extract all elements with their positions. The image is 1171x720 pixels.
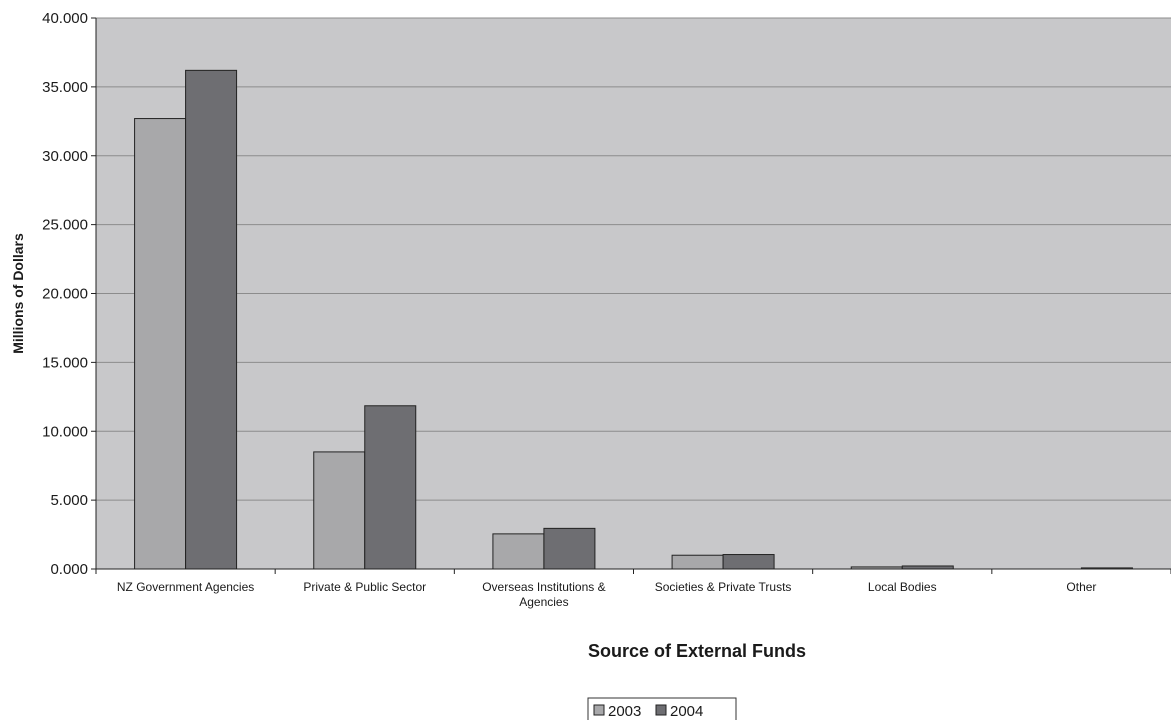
x-category-label: Other <box>1066 580 1096 594</box>
bar-2003-2 <box>492 533 545 570</box>
bar-2003-1 <box>313 451 366 570</box>
legend: 2003 2004 <box>587 697 737 720</box>
y-tick-label: 40.000 <box>42 10 88 27</box>
bar-2004-3 <box>722 554 775 570</box>
y-axis-title: Millions of Dollars <box>10 233 26 354</box>
y-tick-label: 10.000 <box>42 423 88 440</box>
x-category-label: Overseas Institutions & Agencies <box>482 580 605 609</box>
bar-2004-2 <box>543 527 596 570</box>
bars <box>134 69 1133 570</box>
y-tick-label: 0.000 <box>50 561 88 578</box>
legend-swatch-2004 <box>655 704 667 716</box>
gridlines <box>96 17 1171 501</box>
y-tick-label: 15.000 <box>42 354 88 371</box>
bar-2004-0 <box>185 69 238 570</box>
bar-2003-0 <box>134 118 187 570</box>
y-tick-label: 25.000 <box>42 217 88 234</box>
y-tick-label: 5.000 <box>50 492 88 509</box>
x-category-label: NZ Government Agencies <box>117 580 254 594</box>
legend-swatch-2003 <box>593 704 605 716</box>
x-category-label: Local Bodies <box>868 580 937 594</box>
x-axis-title: Source of External Funds <box>588 641 806 661</box>
legend-label-2004: 2004 <box>670 703 703 720</box>
y-axis-ticks: 0.000 5.000 10.000 15.000 20.000 25.000 30.000… <box>42 10 96 578</box>
x-category-label: Private & Public Sector <box>303 580 426 594</box>
legend-label-2003: 2003 <box>608 703 641 720</box>
x-axis-categories: NZ Government Agencies Private & Public S… <box>95 569 1171 609</box>
y-tick-label: 35.000 <box>42 79 88 96</box>
x-category-label: Societies & Private Trusts <box>655 580 792 594</box>
y-tick-label: 20.000 <box>42 286 88 303</box>
bar-2003-3 <box>671 554 724 570</box>
y-tick-label: 30.000 <box>42 148 88 165</box>
bar-2004-1 <box>364 405 417 570</box>
